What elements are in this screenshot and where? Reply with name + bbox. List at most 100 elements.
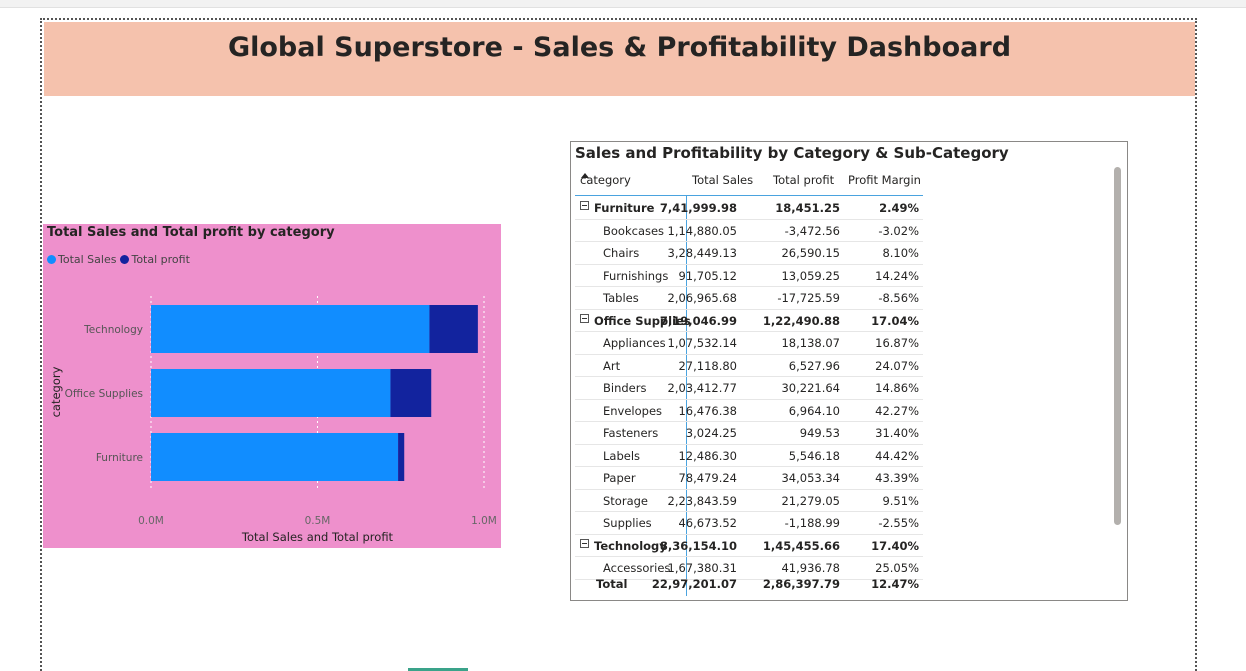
- row-margin: 17.40%: [871, 538, 919, 553]
- legend-item-total-profit[interactable]: Total profit: [120, 253, 190, 266]
- row-margin: 2.49%: [879, 201, 919, 215]
- row-margin: 9.51%: [882, 493, 919, 508]
- matrix-body: Furniture 7,41,999.98 18,451.25 2.49% Bookca…: [575, 197, 923, 580]
- row-profit: 1,22,490.88: [762, 313, 840, 328]
- row-name: Storage: [603, 493, 648, 508]
- row-sales: 12,486.30: [678, 448, 737, 463]
- row-sales: 27,118.80: [678, 358, 737, 373]
- row-sales: 2,06,965.68: [667, 291, 738, 305]
- row-margin: 14.86%: [875, 381, 919, 395]
- row-name: Office Supplies: [594, 313, 691, 328]
- row-name: Fasteners: [603, 426, 659, 440]
- row-margin: 8.10%: [882, 246, 919, 260]
- bar-total-profit: [390, 369, 432, 417]
- row-profit: 6,964.10: [788, 403, 840, 418]
- row-name: Binders: [603, 381, 647, 395]
- row-sales: 1,14,880.05: [667, 223, 738, 238]
- row-sales: 2,03,412.77: [667, 381, 738, 395]
- row-profit: 26,590.15: [781, 246, 840, 260]
- header-total-profit[interactable]: Total profit: [773, 173, 835, 187]
- header-total-sales[interactable]: Total Sales: [692, 173, 754, 187]
- row-name: Technology: [594, 538, 667, 553]
- collapse-icon[interactable]: [580, 313, 589, 323]
- category-tick-label: Technology: [83, 324, 143, 336]
- row-name: Accessories: [603, 561, 671, 575]
- matrix-header: category Total Sales Total profit Profit…: [575, 168, 923, 196]
- table-row: Envelopes 16,476.38 6,964.10 42.27%: [575, 400, 923, 422]
- row-sales: 2,23,843.59: [667, 493, 738, 508]
- category-matrix[interactable]: Sales and Profitability by Category & Su…: [570, 141, 1128, 601]
- row-profit: 21,279.05: [781, 493, 840, 508]
- table-row: Accessories 1,67,380.31 41,936.78 25.05%: [575, 557, 923, 580]
- top-bar: [0, 0, 1246, 8]
- row-profit: -1,188.99: [784, 516, 840, 530]
- bar-total-sales: [151, 369, 391, 417]
- row-profit: 949.53: [799, 426, 840, 440]
- row-margin: -2.55%: [878, 516, 919, 530]
- y-axis-title: category: [49, 366, 63, 417]
- bar-chart-svg: 0.0M 0.5M 1.0M Technology Office Supplies Fur…: [49, 296, 497, 544]
- total-sales: 22,97,201.07: [651, 577, 737, 591]
- row-profit: 6,527.96: [788, 358, 840, 373]
- header-profit-margin[interactable]: Profit Margin: [848, 173, 921, 187]
- row-name: Furnishings: [603, 268, 669, 283]
- row-profit: -17,725.59: [777, 291, 840, 305]
- category-row[interactable]: Office Supplies 7,19,046.99 1,22,490.88 17.…: [575, 310, 923, 332]
- header-category[interactable]: category: [580, 173, 631, 187]
- title-banner: Global Superstore - Sales & Profitabilit…: [44, 22, 1195, 96]
- chart-legend: Total Sales Total profit: [47, 253, 194, 266]
- legend-item-total-sales[interactable]: Total Sales: [47, 253, 116, 266]
- row-margin: 14.24%: [875, 268, 919, 283]
- row-profit: 13,059.25: [781, 268, 840, 283]
- row-margin: 25.05%: [875, 561, 919, 575]
- row-sales: 7,41,999.98: [659, 201, 737, 215]
- table-row: Storage 2,23,843.59 21,279.05 9.51%: [575, 490, 923, 512]
- row-header-divider: [686, 196, 687, 596]
- chart-title: Total Sales and Total profit by category: [47, 225, 335, 240]
- total-margin: 12.47%: [871, 577, 919, 591]
- row-margin: 24.07%: [875, 358, 919, 373]
- row-profit: 18,451.25: [775, 201, 840, 215]
- row-name: Tables: [603, 291, 639, 305]
- matrix-title: Sales and Profitability by Category & Su…: [575, 144, 1009, 162]
- legend-dot-total-sales: [47, 255, 56, 264]
- collapse-icon[interactable]: [580, 538, 589, 548]
- page-tab-indicator[interactable]: [408, 668, 468, 671]
- category-row[interactable]: Furniture 7,41,999.98 18,451.25 2.49%: [575, 197, 923, 220]
- table-row: Labels 12,486.30 5,546.18 44.42%: [575, 445, 923, 467]
- row-profit: 18,138.07: [781, 336, 840, 350]
- row-sales: 46,673.52: [678, 516, 737, 530]
- row-margin: 44.42%: [875, 448, 919, 463]
- row-name: Art: [603, 358, 621, 373]
- row-profit: 34,053.34: [781, 471, 840, 485]
- collapse-icon[interactable]: [580, 201, 589, 210]
- row-margin: -3.02%: [878, 223, 919, 238]
- matrix-scrollbar[interactable]: [1114, 167, 1121, 525]
- sort-ascending-icon[interactable]: [581, 173, 589, 178]
- row-sales: 16,476.38: [678, 403, 737, 418]
- sales-profit-bar-chart[interactable]: Total Sales and Total profit by category…: [43, 224, 501, 548]
- table-row: Appliances 1,07,532.14 18,138.07 16.87%: [575, 332, 923, 355]
- row-profit: 1,45,455.66: [762, 538, 840, 553]
- category-row[interactable]: Technology 8,36,154.10 1,45,455.66 17.40%: [575, 535, 923, 557]
- row-name: Bookcases: [603, 223, 665, 238]
- legend-label-total-profit: Total profit: [131, 253, 190, 266]
- bar-total-sales: [151, 305, 430, 353]
- legend-dot-total-profit: [120, 255, 130, 264]
- bar-total-sales: [151, 433, 399, 481]
- dashboard-title: Global Superstore - Sales & Profitabilit…: [227, 32, 1012, 63]
- row-sales: 1,67,380.31: [667, 561, 738, 575]
- category-tick-label: Office Supplies: [65, 388, 143, 400]
- table-row: Bookcases 1,14,880.05 -3,472.56 -3.02%: [575, 220, 923, 242]
- table-row: Furnishings 91,705.12 13,059.25 14.24%: [575, 265, 923, 287]
- row-margin: 17.04%: [871, 313, 919, 328]
- row-sales: 78,479.24: [678, 471, 737, 485]
- x-axis-title: Total Sales and Total profit: [241, 530, 394, 544]
- row-name: Supplies: [603, 516, 652, 530]
- table-row: Art 27,118.80 6,527.96 24.07%: [575, 355, 923, 377]
- row-profit: 41,936.78: [781, 561, 840, 575]
- row-sales: 1,07,532.14: [667, 336, 738, 350]
- row-margin: 43.39%: [875, 471, 919, 485]
- row-name: Labels: [603, 448, 641, 463]
- row-sales: 8,36,154.10: [659, 538, 737, 553]
